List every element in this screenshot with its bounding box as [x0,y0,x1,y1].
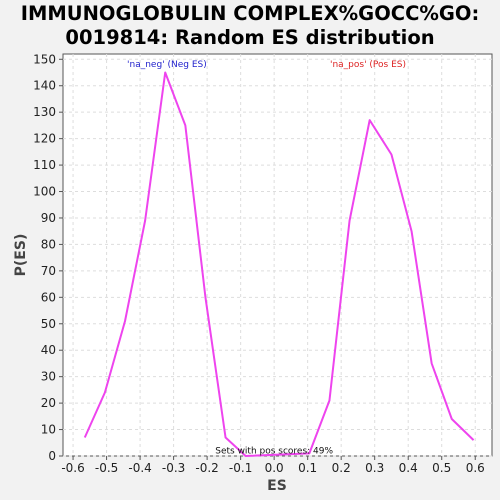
y-tick-label: 130 [33,105,56,119]
y-tick-label: 40 [41,343,56,357]
y-tick-label: 140 [33,79,56,93]
chart-title: IMMUNOGLOBULIN COMPLEX%GOCC%GO: 0019814:… [0,2,500,50]
x-tick-label: -0.3 [162,461,185,475]
y-tick-label: 150 [33,52,56,66]
x-tick-label: 0.4 [399,461,418,475]
x-tick-label: -0.1 [229,461,252,475]
x-tick-label: 0.0 [265,461,284,475]
y-tick-label: 0 [48,449,56,463]
series-line [83,71,475,457]
series [83,71,475,457]
ticks: -0.6 -0.5 -0.4 -0.3 -0.2 -0.1 0.0 0.1 0.2 0.3 0.4 0… [33,52,485,475]
y-tick-label: 90 [41,211,56,225]
chart-annotation: 'na_pos' (Pos ES) [330,60,406,70]
x-tick-label: -0.6 [61,461,84,475]
x-tick-label: 0.5 [432,461,451,475]
y-tick-label: 20 [41,396,56,410]
chart-annotation: 'na_neg' (Neg ES) [127,60,207,70]
x-tick-label: 0.6 [466,461,485,475]
y-tick-label: 50 [41,317,56,331]
y-tick-label: 30 [41,370,56,384]
x-tick-label: -0.4 [128,461,151,475]
x-tick-label: -0.5 [95,461,118,475]
y-tick-label: 10 [41,423,56,437]
y-tick-label: 120 [33,132,56,146]
y-tick-label: 110 [33,158,56,172]
y-axis-label: P(ES) [13,234,29,277]
chart-title-line-2: 0019814: Random ES distribution [65,26,435,49]
grid [63,54,492,457]
x-tick-label: 0.1 [298,461,317,475]
y-tick-label: 60 [41,290,56,304]
x-tick-label: 0.2 [332,461,351,475]
y-tick-label: 70 [41,264,56,278]
annotations: 'na_neg' (Neg ES) 'na_pos' (Pos ES) Sets w… [127,60,406,456]
x-axis-label: ES [267,478,287,494]
chart-title-line-1: IMMUNOGLOBULIN COMPLEX%GOCC%GO: [20,2,480,25]
x-tick-label: -0.2 [195,461,218,475]
y-tick-label: 80 [41,237,56,251]
x-tick-label: 0.3 [365,461,384,475]
plot-area [62,53,493,457]
y-tick-label: 100 [33,185,56,199]
chart-annotation: Sets with pos scores: 49% [215,446,333,456]
